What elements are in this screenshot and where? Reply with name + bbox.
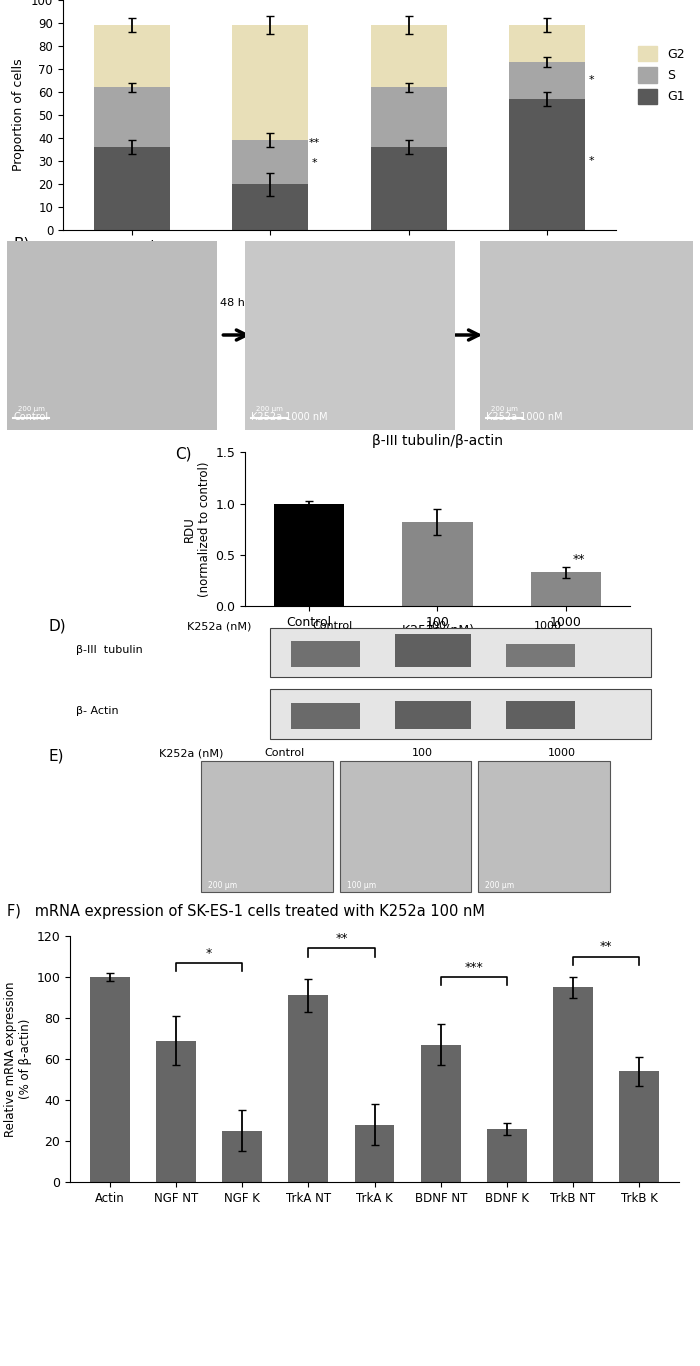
Bar: [370, 87, 447, 148]
Bar: [232, 184, 309, 229]
Bar: [421, 1045, 461, 1182]
Text: 1000: 1000: [547, 749, 575, 758]
Bar: [274, 504, 344, 607]
Bar: [506, 643, 575, 667]
Text: 200 μm: 200 μm: [18, 406, 45, 411]
Bar: [270, 688, 652, 739]
Text: C): C): [175, 447, 192, 462]
Text: Control: Control: [264, 749, 304, 758]
Text: *: *: [588, 156, 594, 167]
Text: F)   mRNA expression of SK-ES-1 cells treated with K252a 100 nM: F) mRNA expression of SK-ES-1 cells trea…: [7, 904, 485, 919]
Bar: [232, 141, 309, 184]
Bar: [478, 761, 610, 892]
Title: β-III tubulin/β-actin: β-III tubulin/β-actin: [372, 434, 503, 448]
Bar: [509, 26, 585, 61]
Legend: G2, S, G1: G2, S, G1: [634, 41, 690, 109]
Bar: [509, 61, 585, 98]
Bar: [291, 703, 360, 729]
Text: 200 μm: 200 μm: [491, 406, 517, 411]
Bar: [506, 701, 575, 729]
Bar: [94, 87, 170, 148]
Bar: [94, 26, 170, 87]
Bar: [291, 641, 360, 667]
Bar: [94, 148, 170, 229]
Y-axis label: Proportion of cells: Proportion of cells: [13, 59, 25, 171]
Text: K252a (nM): K252a (nM): [160, 749, 224, 758]
Text: Control: Control: [313, 622, 353, 631]
Text: 100 μm: 100 μm: [346, 881, 376, 889]
Bar: [90, 977, 130, 1182]
Bar: [487, 1128, 526, 1182]
Bar: [395, 701, 471, 729]
Text: Control: Control: [13, 413, 48, 422]
Bar: [288, 996, 328, 1182]
Bar: [395, 634, 471, 667]
Bar: [620, 1071, 659, 1182]
Bar: [223, 1131, 262, 1182]
Bar: [156, 1041, 196, 1182]
Text: **: **: [309, 138, 320, 148]
Text: K252a 1000 nM: K252a 1000 nM: [251, 413, 328, 422]
Text: 200 μm: 200 μm: [485, 881, 514, 889]
Text: K252a 1000 nM: K252a 1000 nM: [486, 413, 563, 422]
Text: K252a (nM): K252a (nM): [402, 624, 473, 637]
Bar: [340, 761, 471, 892]
Bar: [402, 522, 472, 607]
Text: 200 μm: 200 μm: [208, 881, 237, 889]
Text: E): E): [48, 749, 64, 764]
Text: β-III  tubulin: β-III tubulin: [76, 645, 143, 656]
Text: D): D): [48, 619, 66, 634]
Bar: [201, 761, 332, 892]
Text: K252a (nM): K252a (nM): [187, 622, 251, 631]
Bar: [509, 98, 585, 229]
Bar: [232, 26, 309, 141]
Bar: [370, 148, 447, 229]
Text: 100: 100: [426, 622, 447, 631]
Bar: [531, 572, 601, 607]
Text: B): B): [14, 236, 30, 251]
Text: ***: ***: [464, 960, 483, 974]
Text: **: **: [573, 553, 585, 566]
Bar: [553, 988, 593, 1182]
Text: 100: 100: [412, 749, 433, 758]
Text: 1000: 1000: [533, 622, 561, 631]
Bar: [355, 1124, 394, 1182]
Y-axis label: Relative mRNA expression
(% of β-actin): Relative mRNA expression (% of β-actin): [4, 981, 32, 1137]
Text: β- Actin: β- Actin: [76, 706, 119, 716]
Bar: [370, 26, 447, 87]
Text: 200 μm: 200 μm: [256, 406, 283, 411]
Text: *: *: [588, 75, 594, 86]
Text: *: *: [312, 158, 317, 168]
Y-axis label: RDU
(normalized to control): RDU (normalized to control): [183, 462, 211, 597]
Text: **: **: [335, 932, 348, 945]
Text: *: *: [206, 947, 212, 959]
Text: **: **: [600, 940, 612, 953]
Bar: [270, 628, 652, 678]
Text: 48 h: 48 h: [220, 298, 245, 307]
